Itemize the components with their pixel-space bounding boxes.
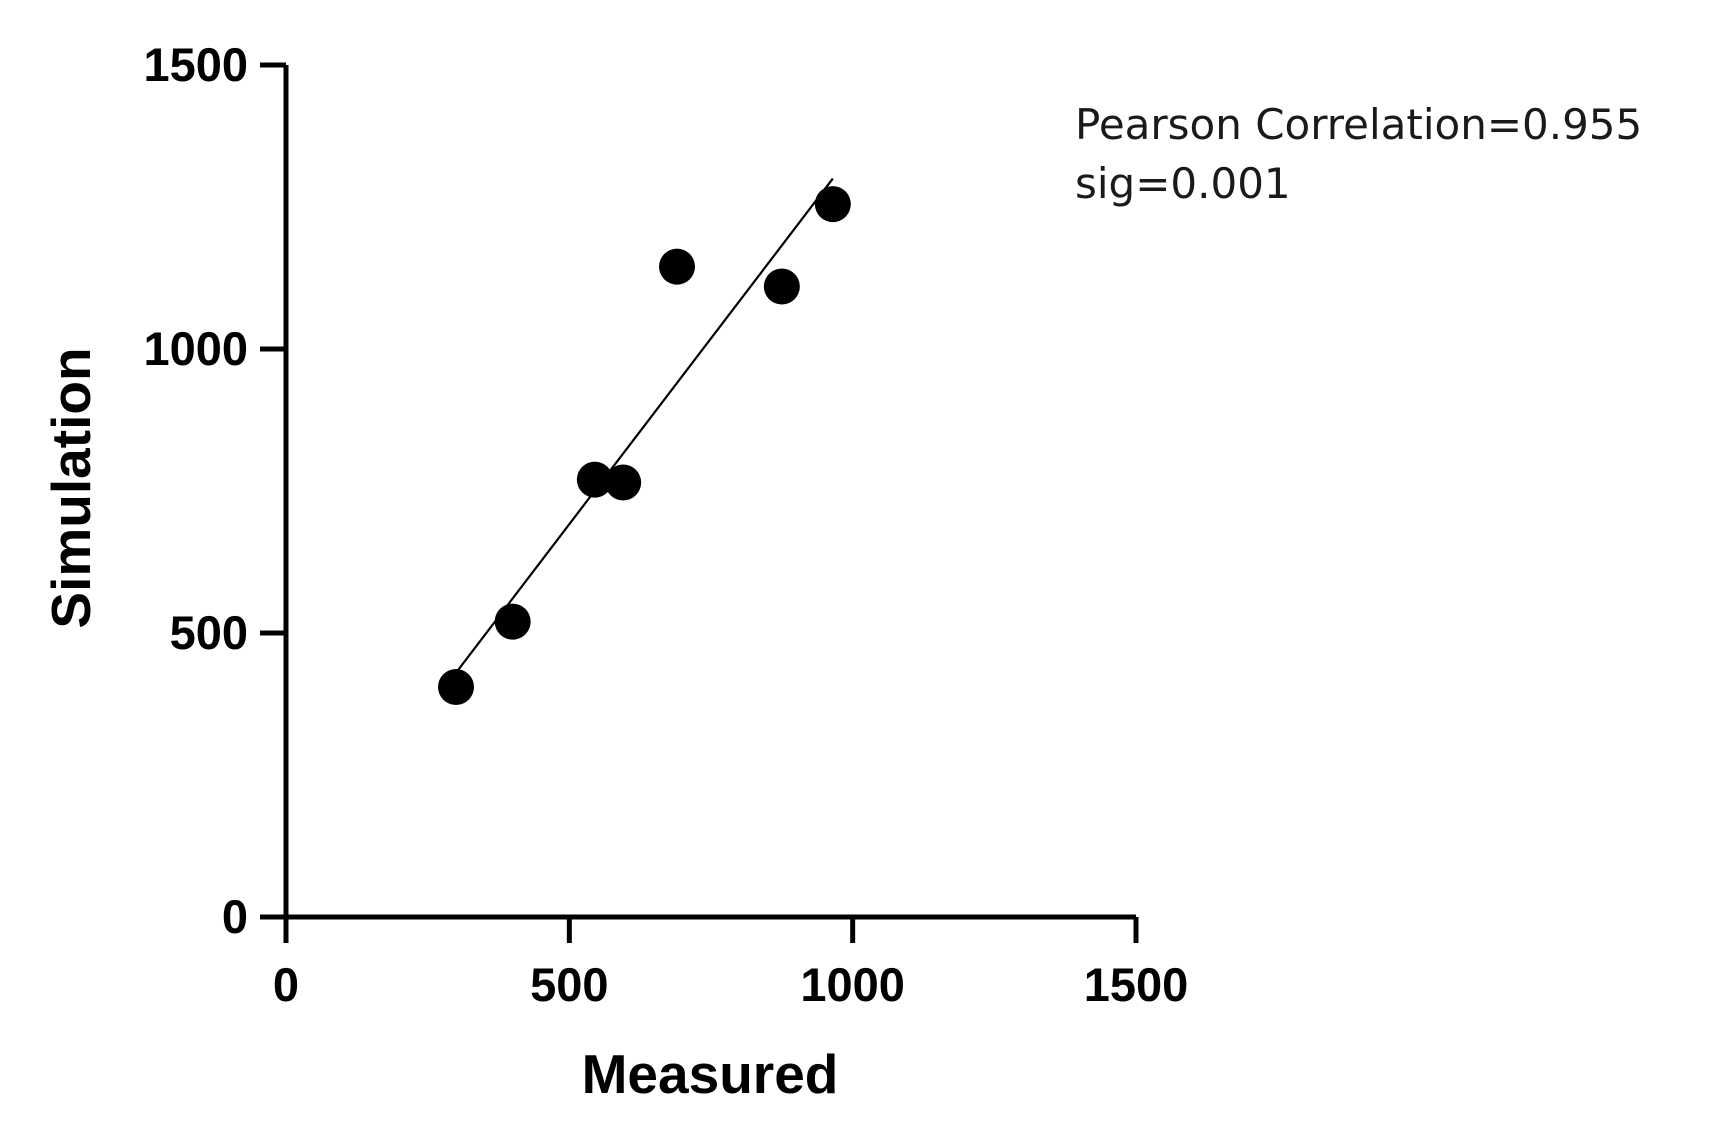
- significance-annotation: sig=0.001: [1075, 159, 1291, 208]
- y-axis-title: Simulation: [40, 347, 102, 628]
- data-point-5: [763, 268, 800, 305]
- y-tick-label-1: 500: [170, 606, 248, 659]
- ticks: [260, 62, 1139, 943]
- tick-labels: 0 500 1000 1500 0 500 1000 1500: [143, 38, 1188, 1011]
- x-tick-label-3: 1500: [1084, 958, 1189, 1011]
- y-tick-label-3: 1500: [143, 38, 248, 91]
- data-point-1: [494, 603, 531, 640]
- x-tick-label-2: 1000: [800, 958, 905, 1011]
- pearson-correlation-annotation: Pearson Correlation=0.955: [1075, 100, 1642, 149]
- data-point-2: [576, 461, 613, 498]
- y-tick-label-2: 1000: [143, 322, 248, 375]
- data-point-6: [814, 186, 851, 223]
- y-tick-label-0: 0: [222, 890, 248, 943]
- data-point-4: [659, 248, 695, 285]
- data-points: [438, 186, 851, 705]
- trend-line: [455, 177, 834, 674]
- data-point-0: [438, 668, 474, 705]
- axes: [283, 65, 1136, 920]
- x-tick-label-1: 500: [530, 958, 608, 1011]
- x-axis-title: Measured: [582, 1043, 839, 1105]
- data-point-3: [605, 464, 642, 501]
- x-tick-label-0: 0: [273, 958, 299, 1011]
